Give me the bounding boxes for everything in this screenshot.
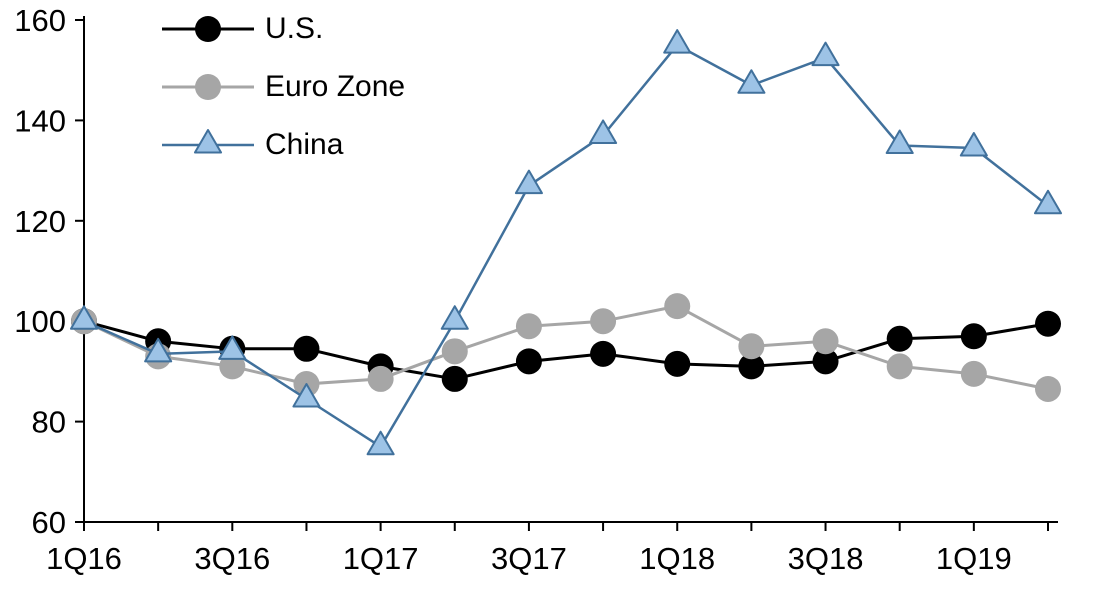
legend-label-eurozone: Euro Zone — [265, 70, 406, 103]
y-tick-label: 60 — [32, 505, 66, 540]
china-line-marker-icon — [162, 129, 254, 154]
y-tick-label: 100 — [14, 304, 66, 339]
x-tick-label: 3Q18 — [788, 541, 864, 576]
x-tick-label: 1Q17 — [343, 541, 419, 576]
series-us — [71, 308, 1061, 392]
legend-item-eurozone: Euro Zone — [162, 58, 405, 116]
y-tick-label: 160 — [14, 3, 66, 38]
y-tick-label: 80 — [32, 405, 66, 440]
x-axis: 1Q16 3Q16 1Q17 3Q17 1Q18 3Q18 1Q19 — [46, 522, 1049, 576]
legend: U.S. Euro Zone China — [162, 0, 405, 174]
y-tick-label: 120 — [14, 204, 66, 239]
legend-item-china: China — [162, 116, 405, 174]
x-tick-label: 1Q18 — [639, 541, 715, 576]
axes — [83, 16, 1058, 523]
series-china — [69, 29, 1063, 456]
legend-item-us: U.S. — [162, 0, 405, 58]
x-tick-label: 3Q16 — [194, 541, 270, 576]
y-axis: 60 80 100 120 140 160 — [14, 3, 84, 540]
x-tick-label: 1Q19 — [936, 541, 1012, 576]
legend-label-us: U.S. — [265, 12, 324, 45]
x-tick-label: 3Q17 — [491, 541, 567, 576]
eurozone-line-marker-icon — [162, 74, 254, 100]
y-tick-label: 140 — [14, 103, 66, 138]
x-tick-label: 1Q16 — [46, 541, 122, 576]
us-line-marker-icon — [162, 16, 254, 42]
legend-label-china: China — [265, 128, 344, 161]
